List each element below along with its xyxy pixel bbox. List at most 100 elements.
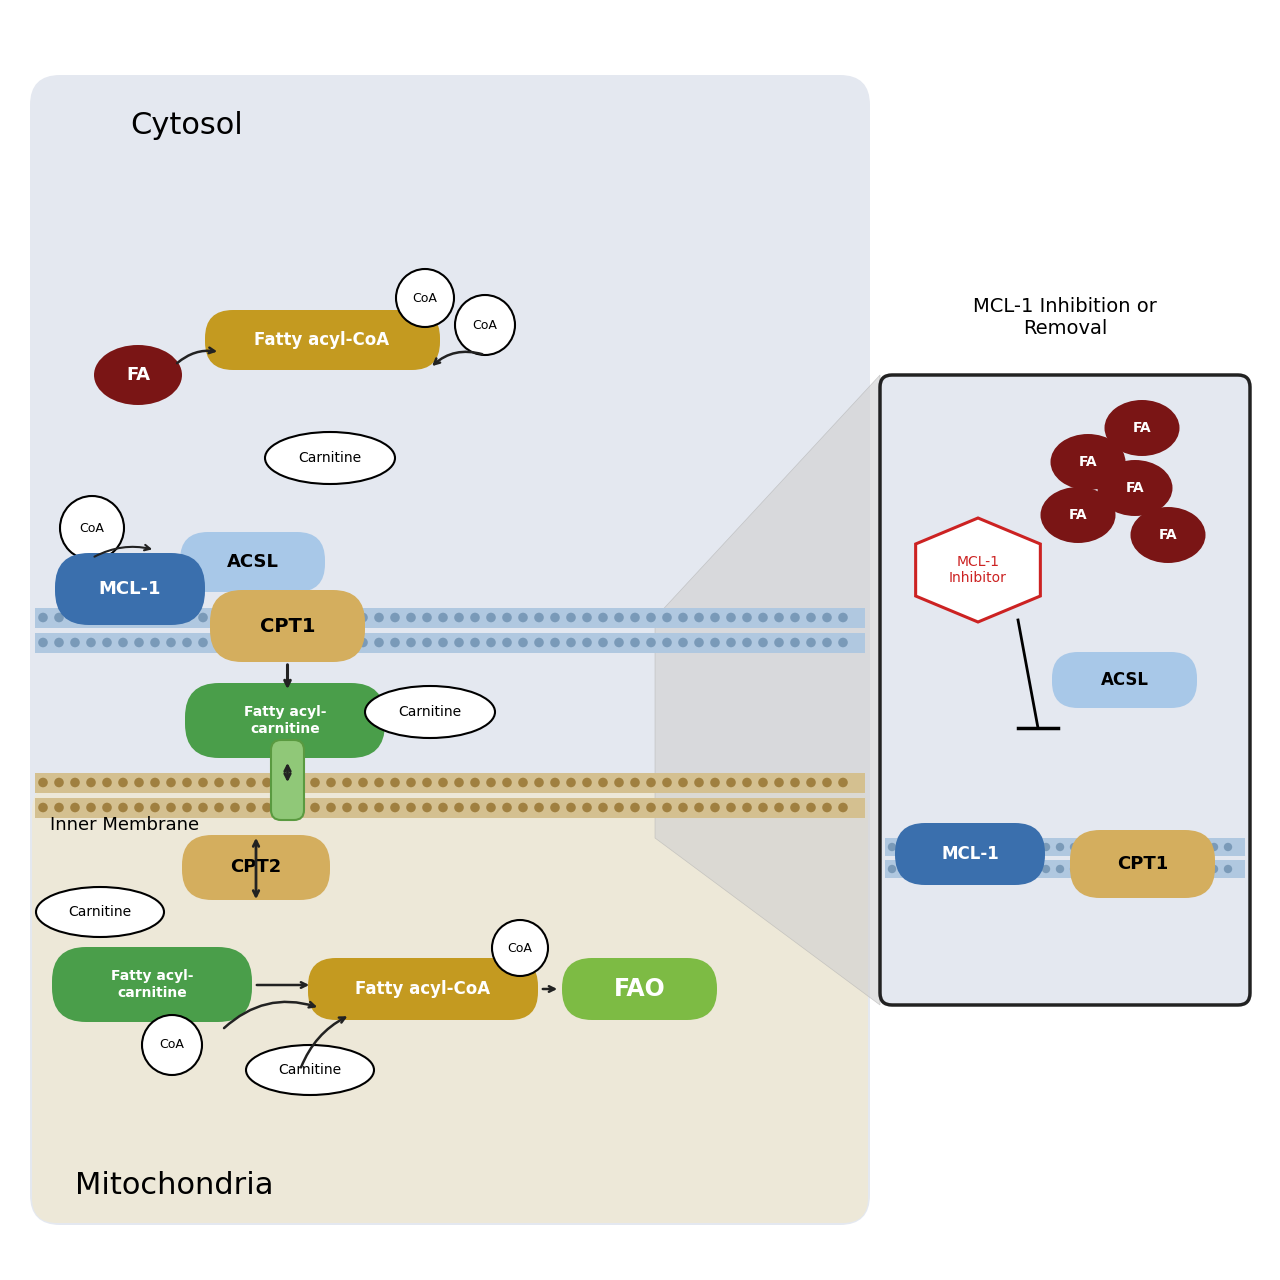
Circle shape [1210, 842, 1219, 851]
Circle shape [406, 778, 416, 787]
Circle shape [214, 613, 224, 622]
Bar [884, 838, 1245, 856]
Circle shape [1196, 865, 1204, 873]
Circle shape [1000, 865, 1009, 873]
Circle shape [790, 613, 800, 622]
Circle shape [1181, 842, 1190, 851]
Circle shape [774, 803, 783, 813]
Circle shape [758, 778, 768, 787]
FancyBboxPatch shape [1052, 652, 1197, 708]
Circle shape [790, 803, 800, 813]
Text: MCL-1
Inhibitor: MCL-1 Inhibitor [948, 556, 1007, 585]
Circle shape [1042, 865, 1050, 873]
Circle shape [438, 637, 448, 648]
Circle shape [326, 778, 335, 787]
Circle shape [742, 803, 751, 813]
Circle shape [134, 613, 143, 622]
Circle shape [1112, 842, 1120, 851]
Circle shape [294, 613, 303, 622]
Circle shape [630, 613, 640, 622]
Text: CPT1: CPT1 [260, 617, 315, 635]
FancyBboxPatch shape [205, 310, 440, 370]
Circle shape [134, 637, 143, 648]
Circle shape [86, 637, 96, 648]
Circle shape [54, 613, 64, 622]
Circle shape [118, 637, 128, 648]
Ellipse shape [93, 346, 182, 404]
Circle shape [246, 613, 256, 622]
Circle shape [422, 803, 431, 813]
FancyBboxPatch shape [182, 835, 330, 900]
Circle shape [694, 803, 704, 813]
Circle shape [310, 613, 320, 622]
Circle shape [630, 637, 640, 648]
Circle shape [566, 613, 576, 622]
Circle shape [822, 613, 832, 622]
Circle shape [582, 613, 591, 622]
Circle shape [198, 778, 207, 787]
Text: CoA: CoA [79, 521, 105, 535]
Circle shape [70, 778, 79, 787]
Circle shape [710, 803, 719, 813]
Circle shape [972, 842, 980, 851]
Circle shape [518, 637, 527, 648]
Bar [884, 860, 1245, 878]
Circle shape [758, 613, 768, 622]
Circle shape [310, 778, 320, 787]
Circle shape [246, 637, 256, 648]
Circle shape [726, 778, 736, 787]
Circle shape [182, 803, 192, 813]
Ellipse shape [246, 1044, 374, 1094]
Circle shape [550, 613, 559, 622]
Circle shape [1014, 842, 1023, 851]
Circle shape [486, 613, 495, 622]
Circle shape [358, 778, 367, 787]
Circle shape [310, 637, 320, 648]
Circle shape [566, 778, 576, 787]
Circle shape [972, 865, 980, 873]
Circle shape [1028, 842, 1037, 851]
FancyBboxPatch shape [32, 785, 868, 1222]
Circle shape [134, 778, 143, 787]
Circle shape [358, 613, 367, 622]
Circle shape [710, 613, 719, 622]
Circle shape [38, 613, 47, 622]
Circle shape [326, 613, 335, 622]
Circle shape [60, 497, 124, 561]
Circle shape [986, 865, 995, 873]
FancyBboxPatch shape [1070, 829, 1215, 899]
Ellipse shape [1041, 486, 1115, 543]
Text: Inner Membrane: Inner Membrane [50, 817, 200, 835]
Circle shape [646, 778, 655, 787]
Text: Fatty acyl-CoA: Fatty acyl-CoA [356, 980, 490, 998]
Circle shape [166, 803, 175, 813]
Circle shape [662, 778, 672, 787]
Text: MCL-1: MCL-1 [99, 580, 161, 598]
Circle shape [1153, 865, 1162, 873]
Ellipse shape [1130, 507, 1206, 563]
Circle shape [1167, 842, 1176, 851]
Circle shape [630, 803, 640, 813]
Circle shape [150, 613, 160, 622]
Circle shape [646, 637, 655, 648]
Circle shape [678, 613, 687, 622]
Circle shape [534, 803, 544, 813]
Text: Cytosol: Cytosol [131, 110, 243, 140]
Polygon shape [655, 375, 881, 1005]
Circle shape [758, 803, 768, 813]
Circle shape [726, 637, 736, 648]
Circle shape [678, 637, 687, 648]
Circle shape [262, 637, 271, 648]
Circle shape [198, 613, 207, 622]
Circle shape [534, 613, 544, 622]
Text: Fatty acyl-
carnitine: Fatty acyl- carnitine [243, 705, 326, 736]
Circle shape [406, 637, 416, 648]
Circle shape [182, 637, 192, 648]
Circle shape [758, 637, 768, 648]
Circle shape [582, 637, 591, 648]
Circle shape [774, 637, 783, 648]
Text: FA: FA [1079, 454, 1097, 468]
Circle shape [790, 778, 800, 787]
Circle shape [943, 865, 952, 873]
Circle shape [246, 778, 256, 787]
